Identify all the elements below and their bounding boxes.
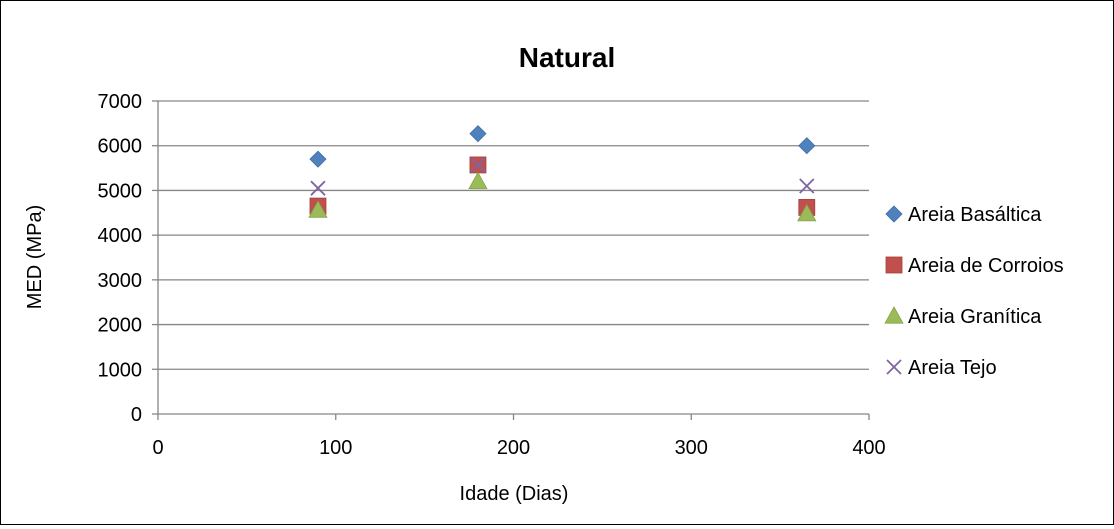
- x-marker-stroke: [470, 157, 486, 173]
- data-points: [308, 125, 817, 222]
- legend-label: Areia Tejo: [908, 357, 997, 379]
- data-point: [469, 125, 487, 143]
- legend-marker: [886, 359, 902, 375]
- y-tick-label: 0: [131, 404, 142, 426]
- y-tick-label: 3000: [98, 270, 143, 292]
- x-tick-label: 300: [675, 437, 708, 459]
- legend-marker: [885, 205, 903, 223]
- y-tick-label: 6000: [98, 136, 143, 158]
- data-point: [798, 137, 816, 155]
- legend-marker: [885, 256, 903, 274]
- legend-label: Areia Granítica: [908, 306, 1042, 328]
- data-point: [797, 203, 817, 222]
- x-marker-stroke: [799, 178, 815, 194]
- legend: Areia Basáltica Areia de Corroios Areia Gr…: [884, 204, 1064, 379]
- x-tick-label: 100: [319, 437, 352, 459]
- x-marker-stroke: [310, 180, 326, 196]
- y-tick-label: 1000: [98, 359, 143, 381]
- axes: [152, 100, 870, 420]
- y-tick-label: 5000: [98, 180, 143, 202]
- x-tick-label: 400: [852, 437, 885, 459]
- y-tick-label: 2000: [98, 315, 143, 337]
- tick-labels: 0 1000 2000 3000 4000 5000 6000 7000 0 100 200 300 4…: [98, 91, 886, 459]
- data-point: [799, 178, 815, 194]
- data-point: [470, 157, 486, 173]
- data-point: [310, 180, 326, 196]
- x-marker-stroke: [886, 359, 902, 375]
- legend-label: Areia Basáltica: [908, 204, 1042, 226]
- x-tick-label: 200: [497, 437, 530, 459]
- data-point: [468, 171, 488, 190]
- data-point: [308, 200, 328, 218]
- y-tick-label: 4000: [98, 225, 143, 247]
- y-axis-label: MED (MPa): [24, 205, 46, 309]
- y-tick-label: 7000: [98, 91, 143, 113]
- chart-title: Natural: [519, 42, 615, 73]
- gridlines: [158, 100, 869, 370]
- x-tick-label: 0: [152, 437, 163, 459]
- legend-label: Areia de Corroios: [908, 255, 1064, 277]
- legend-marker: [884, 306, 904, 324]
- data-point: [309, 150, 327, 168]
- x-axis-label: Idade (Dias): [460, 483, 569, 505]
